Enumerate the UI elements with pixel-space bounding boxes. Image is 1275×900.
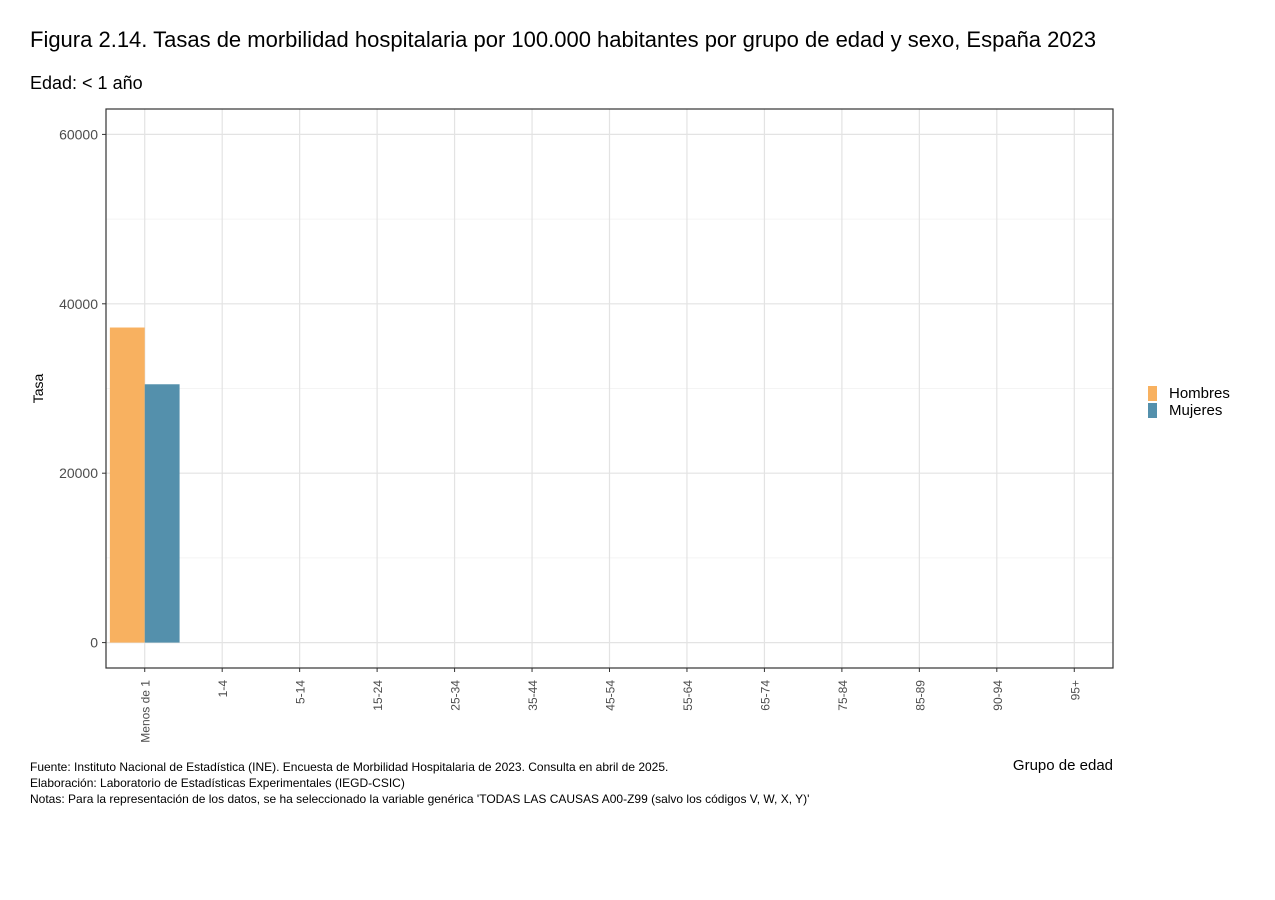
legend: Hombres Mujeres [1148,385,1230,419]
y-axis-label: Tasa [30,374,46,404]
x-tick-label: 25-34 [449,680,463,711]
y-tick-label: 20000 [59,465,98,481]
x-tick-label: 15-24 [371,680,385,711]
x-tick-label: 45-54 [604,680,618,711]
y-axis: 0 20000 40000 60000 [59,126,106,651]
legend-label-mujeres: Mujeres [1169,402,1223,419]
x-axis: Menos de 1 1-4 5-14 15-24 25-34 35-44 45-54 55-… [139,668,1082,743]
y-tick-label: 40000 [59,296,98,312]
caption-notes: Notas: Para la representación de los dat… [30,792,810,806]
x-tick-label: Menos de 1 [139,680,153,743]
bar-hombres-0 [109,327,145,643]
x-tick-label: 35-44 [526,680,540,711]
grid-lines [106,109,1113,668]
legend-item-hombres: Hombres [1148,385,1230,402]
x-tick-label: 85-89 [913,680,927,711]
legend-item-mujeres: Mujeres [1148,402,1230,419]
x-tick-label: 90-94 [991,680,1005,711]
bar-mujeres-0 [144,384,180,643]
bars [109,327,180,643]
x-tick-label: 55-64 [681,680,695,711]
caption: Fuente: Instituto Nacional de Estadístic… [30,759,809,807]
x-axis-label: Grupo de edad [1013,757,1113,774]
y-tick-label: 0 [90,635,98,651]
x-tick-label: 65-74 [758,680,772,711]
caption-elaboration: Elaboración: Laboratorio de Estadísticas… [30,776,405,790]
x-tick-label: 5-14 [294,680,308,704]
legend-swatch-mujeres [1148,403,1157,418]
y-tick-label: 60000 [59,126,98,142]
legend-label-hombres: Hombres [1169,385,1230,402]
chart-title: Figura 2.14. Tasas de morbilidad hospita… [30,27,1097,52]
caption-source: Fuente: Instituto Nacional de Estadístic… [30,760,669,774]
legend-swatch-hombres [1148,386,1157,401]
x-tick-label: 1-4 [216,680,230,698]
x-tick-label: 75-84 [836,680,850,711]
x-tick-label: 95+ [1068,680,1082,700]
chart-subtitle: Edad: < 1 año [30,73,143,93]
